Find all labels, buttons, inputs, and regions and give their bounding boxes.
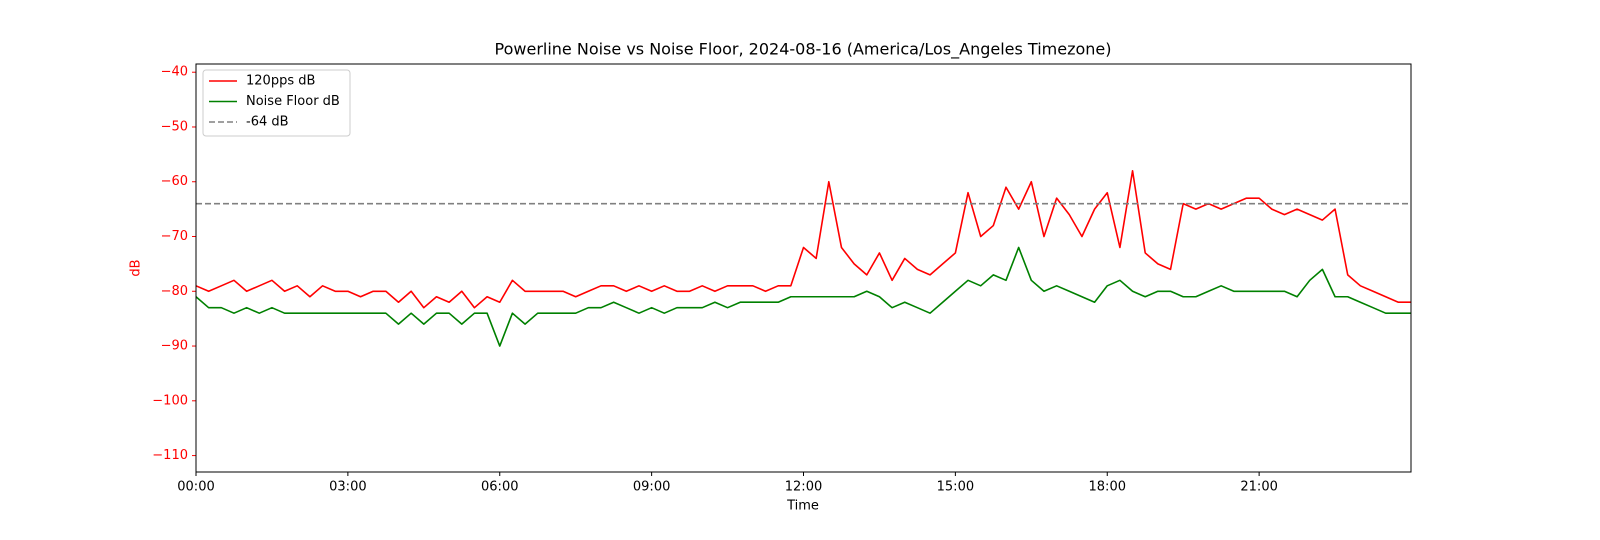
x-tick-label: 09:00 bbox=[633, 480, 670, 495]
y-tick-label: −70 bbox=[161, 229, 188, 244]
series-line bbox=[195, 246, 1411, 347]
x-tick-label: 00:00 bbox=[177, 480, 214, 495]
y-tick-label: −80 bbox=[161, 284, 188, 299]
legend-label: -64 dB bbox=[246, 115, 289, 130]
y-tick-label: −60 bbox=[161, 174, 188, 189]
x-tick-label: 03:00 bbox=[329, 480, 366, 495]
y-axis-label: dB bbox=[129, 259, 144, 276]
y-tick-label: −110 bbox=[152, 448, 188, 463]
x-tick-label: 12:00 bbox=[785, 480, 822, 495]
x-tick-label: 15:00 bbox=[937, 480, 974, 495]
y-tick-label: −50 bbox=[161, 119, 188, 134]
x-tick-label: 06:00 bbox=[481, 480, 518, 495]
x-axis-label: Time bbox=[786, 499, 819, 514]
y-tick-label: −40 bbox=[161, 65, 188, 80]
x-tick-label: 21:00 bbox=[1240, 480, 1277, 495]
chart-title: Powerline Noise vs Noise Floor, 2024-08-… bbox=[495, 40, 1112, 60]
y-tick-label: −90 bbox=[161, 339, 188, 354]
legend-label: Noise Floor dB bbox=[246, 94, 340, 109]
y-tick-label: −100 bbox=[152, 393, 188, 408]
legend-box bbox=[202, 69, 351, 137]
plot-frame bbox=[195, 63, 1412, 473]
legend-label: 120pps dB bbox=[246, 74, 315, 89]
x-tick-label: 18:00 bbox=[1089, 480, 1126, 495]
